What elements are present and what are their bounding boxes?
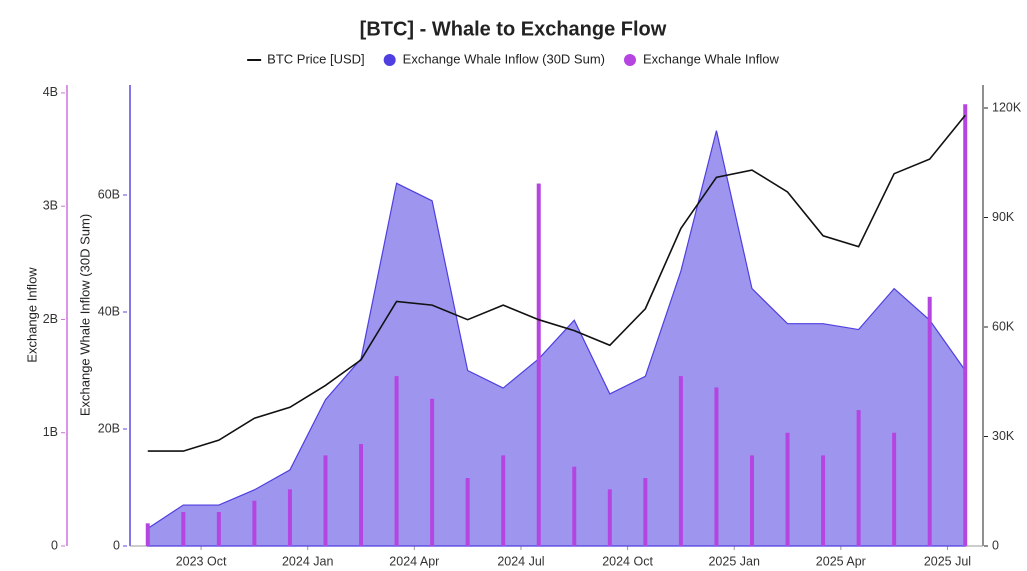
legend: BTC Price [USD] Exchange Whale Inflow (30…: [247, 51, 779, 66]
x-tick-label: 2023 Oct: [176, 554, 227, 568]
legend-swatch: [383, 54, 396, 66]
bar: [430, 398, 435, 546]
legend-label: BTC Price [USD]: [267, 51, 365, 66]
y2-tick-label: 60K: [992, 319, 1015, 333]
bar: [359, 444, 364, 546]
y3-tick-label: 3B: [43, 198, 58, 212]
x-tick-label: 2025 Jan: [708, 554, 759, 568]
legend-label: Exchange Whale Inflow (30D Sum): [403, 51, 605, 66]
y3-tick-label: 0: [51, 538, 58, 552]
bar: [252, 500, 257, 546]
y-axis-title: Exchange Whale Inflow (30D Sum): [77, 214, 92, 416]
area: [147, 130, 966, 547]
bar: [394, 376, 399, 546]
bar: [536, 183, 541, 546]
bar: [607, 489, 612, 546]
bar: [181, 512, 186, 546]
y-tick-label: 60B: [98, 187, 120, 201]
legend-item: Exchange Whale Inflow: [623, 51, 779, 66]
bar: [892, 432, 897, 546]
bar: [145, 523, 150, 546]
bar: [465, 478, 470, 546]
y-tick-label: 20B: [98, 421, 120, 435]
price-line: [147, 114, 966, 452]
y3-tick-label: 2B: [43, 312, 58, 326]
y2-tick-label: 120K: [992, 100, 1022, 114]
x-tick-label: 2024 Oct: [602, 554, 653, 568]
y3-axis-title: Exchange Inflow: [24, 267, 39, 363]
y-tick-label: 40B: [98, 304, 120, 318]
x-tick-label: 2024 Jul: [497, 554, 544, 568]
legend-label: Exchange Whale Inflow: [643, 51, 779, 66]
plot-area: 0 1B 2B 3B 4B 0 20B 40B 60B 0 30K 60K 90K 120K 2023 Oc…: [43, 85, 1022, 568]
y3-tick-label: 1B: [43, 425, 58, 439]
y3-tick-label: 4B: [43, 85, 58, 99]
bar: [785, 432, 790, 546]
bar: [714, 387, 719, 546]
legend-item: Exchange Whale Inflow (30D Sum): [383, 51, 605, 66]
y2-tick-label: 90K: [992, 210, 1015, 224]
bar: [927, 296, 932, 546]
x-tick-label: 2024 Jan: [282, 554, 333, 568]
bar: [287, 489, 292, 546]
legend-swatch: [623, 54, 636, 66]
bar: [856, 410, 861, 546]
x-tick-label: 2025 Jul: [924, 554, 971, 568]
x-tick-label: 2024 Apr: [389, 554, 439, 568]
chart-title: [BTC] - Whale to Exchange Flow: [360, 18, 667, 40]
bar: [572, 466, 577, 546]
bar: [963, 104, 968, 547]
y2-tick-label: 0: [992, 538, 999, 552]
bar: [216, 512, 221, 546]
bar: [323, 455, 328, 546]
x-tick-label: 2025 Apr: [816, 554, 866, 568]
y-tick-label: 0: [113, 538, 120, 552]
bar: [643, 478, 648, 546]
bar: [749, 455, 754, 546]
y2-tick-label: 30K: [992, 429, 1015, 443]
legend-item: BTC Price [USD]: [247, 51, 365, 66]
bar: [821, 455, 826, 546]
bar: [678, 376, 683, 546]
bar: [501, 455, 506, 546]
